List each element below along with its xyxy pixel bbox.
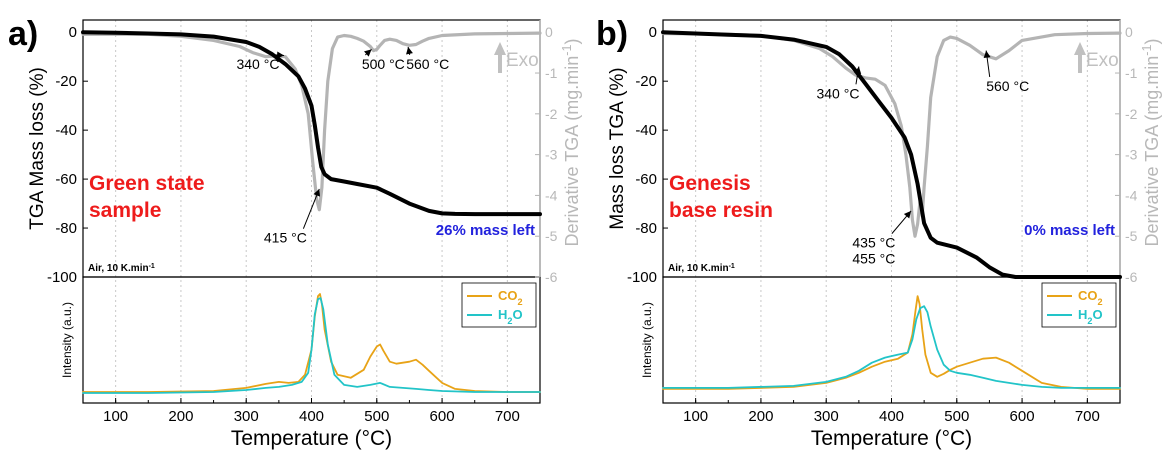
x-tick-label: 600 [1010,408,1035,425]
y-right-tick-label: -5 [545,228,558,244]
x-tick-label: 400 [879,408,904,425]
legend-box [461,282,537,328]
x-tick-label: 600 [430,408,455,425]
y-right-tick-label: -2 [545,106,558,122]
y-right-tick-label: -4 [545,187,558,203]
y-left-tick-label: -80 [55,220,77,237]
panel-label: b) [596,15,628,53]
y-left-tick-label: -20 [635,73,657,90]
y-left-tick-label: -100 [627,269,657,286]
annotation-arrow [302,188,320,229]
x-tick-label: 100 [683,408,708,425]
x-tick-label: 200 [168,408,193,425]
annotation-label: 435 °C [852,235,895,251]
annotation-label: 415 °C [264,230,307,246]
y-right-tick-label: -1 [1125,65,1138,81]
x-tick-label: 700 [495,408,520,425]
y-left-tick-label: 0 [69,24,77,41]
panel-a: 100 200 300 400 500 600 700 0 -20 -40 -60 -80 -100 0 -… [8,15,582,450]
annotation-arrowhead-icon [276,51,285,59]
y-right-tick-label: -6 [1125,269,1138,285]
annotation-label: 340 °C [816,85,859,101]
sample-title-line2: sample [89,199,161,222]
y-left-label: TGA Mass loss (%) [27,67,48,230]
y-left-tick-label: -40 [55,122,77,139]
intensity-label: Intensity (a.u.) [60,302,74,378]
exo-arrow-icon [1074,42,1086,55]
y-left-tick-label: -20 [55,73,77,90]
series-h2o-line [662,305,1121,389]
atmosphere-label: Air, 10 K.min-1 [668,263,735,275]
annotation-label: 340 °C [236,56,279,72]
x-axis-label: Temperature (°C) [811,427,972,450]
annotation-label: 500 °C [362,56,405,72]
atmosphere-label: Air, 10 K.min-1 [88,263,155,275]
y-right-tick-label: -3 [1125,147,1138,163]
annotation-label: 560 °C [986,78,1029,94]
y-right-tick-label: 0 [545,24,553,40]
annotation-arrowhead-icon [406,46,413,55]
exo-arrow-icon [494,42,506,55]
annotation-arrowhead-icon [313,188,320,197]
series-dtg-line [81,31,542,212]
y-left-tick-label: -60 [635,171,657,188]
y-right-tick-label: -6 [545,269,558,285]
y-right-tick-label: -2 [1125,106,1138,122]
y-right-tick-label: -1 [545,65,558,81]
sample-title-line2: base resin [669,199,773,222]
y-left-tick-label: 0 [649,24,657,41]
x-axis-label: Temperature (°C) [231,427,392,450]
y-right-tick-label: -4 [1125,187,1138,203]
y-right-tick-label: -3 [545,147,558,163]
x-tick-label: 500 [944,408,969,425]
y-left-tick-label: -40 [635,122,657,139]
y-right-tick-label: -5 [1125,228,1138,244]
legend-h2o-label: H2O [1078,307,1103,326]
y-left-tick-label: -80 [635,220,657,237]
y-left-label: Mass loss TGA (%) [607,67,628,229]
x-tick-label: 700 [1075,408,1100,425]
x-tick-label: 100 [103,408,128,425]
x-tick-label: 400 [299,408,324,425]
series-co2-line [662,295,1121,390]
panel-b: 100 200 300 400 500 600 700 0 -20 -40 -60 -80 -100 0 -… [596,15,1162,450]
annotation-arrowhead-icon [983,50,991,58]
legend-co2-label: CO2 [1078,288,1103,307]
annotation-arrowhead-icon [364,49,372,57]
annotation-arrowhead-icon [903,210,912,219]
annotation-label: 560 °C [406,56,449,72]
x-tick-label: 300 [814,408,839,425]
legend-co2-label: CO2 [498,288,523,307]
legend-h2o-label: H2O [498,307,523,326]
sample-title-line1: Green state [89,172,205,195]
series-tga-line [81,30,542,217]
panel-label: a) [8,15,38,53]
sample-title-line1: Genesis [669,172,751,195]
intensity-label: Intensity (a.u.) [640,302,654,378]
y-left-tick-label: -100 [47,269,77,286]
mass-left-label: 0% mass left [1024,222,1115,239]
series-co2-line [82,293,541,393]
y-right-tick-label: 0 [1125,24,1133,40]
series-tga-line [661,30,1122,279]
x-tick-label: 300 [234,408,259,425]
exo-label: Exo [1086,50,1119,71]
exo-label: Exo [506,50,539,71]
x-tick-label: 200 [748,408,773,425]
annotation-label: 455 °C [852,251,895,267]
mass-left-label: 26% mass left [436,222,535,239]
x-tick-label: 500 [364,408,389,425]
y-right-label: Derivative TGA (mg.min-1) [1140,39,1162,247]
series-h2o-line [82,297,541,394]
y-left-tick-label: -60 [55,171,77,188]
y-right-label: Derivative TGA (mg.min-1) [560,39,582,247]
annotation-arrowhead-icon [854,66,862,74]
legend-box [1041,282,1117,328]
